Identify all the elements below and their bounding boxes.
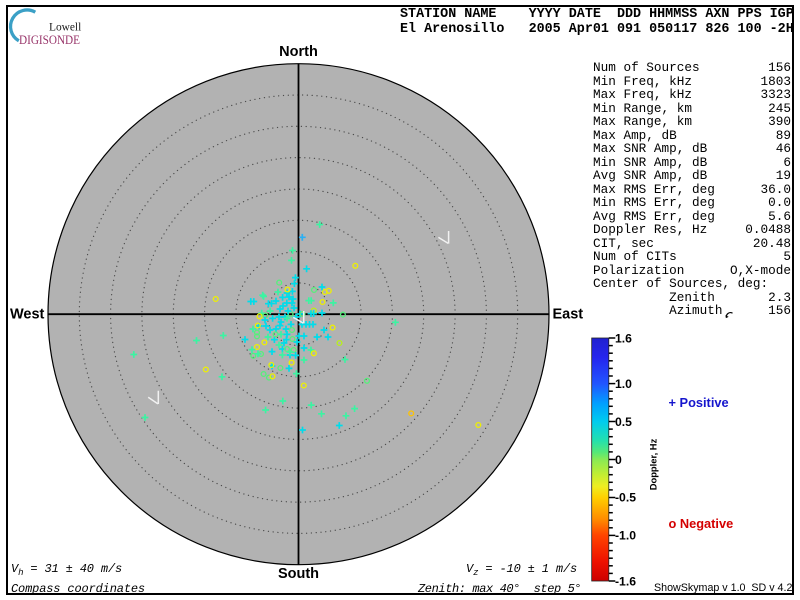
svg-text:South: South bbox=[278, 566, 319, 582]
svg-text:West: West bbox=[10, 307, 45, 323]
svg-text:+ Positive: + Positive bbox=[669, 395, 729, 410]
svg-text:0.5: 0.5 bbox=[615, 415, 632, 429]
svg-text:o Negative: o Negative bbox=[669, 516, 734, 531]
svg-text:DIGISONDE: DIGISONDE bbox=[19, 33, 80, 47]
svg-text:Doppler, Hz: Doppler, Hz bbox=[647, 438, 658, 490]
svg-text:-0.5: -0.5 bbox=[615, 491, 636, 505]
svg-text:0: 0 bbox=[615, 453, 622, 467]
svg-text:-1.0: -1.0 bbox=[615, 529, 636, 543]
svg-text:North: North bbox=[279, 44, 318, 60]
svg-text:-1.6: -1.6 bbox=[615, 574, 636, 588]
svg-text:1.6: 1.6 bbox=[615, 331, 632, 345]
svg-text:Lowell: Lowell bbox=[49, 22, 81, 34]
svg-text:1.0: 1.0 bbox=[615, 377, 632, 391]
svg-text:East: East bbox=[553, 307, 584, 323]
